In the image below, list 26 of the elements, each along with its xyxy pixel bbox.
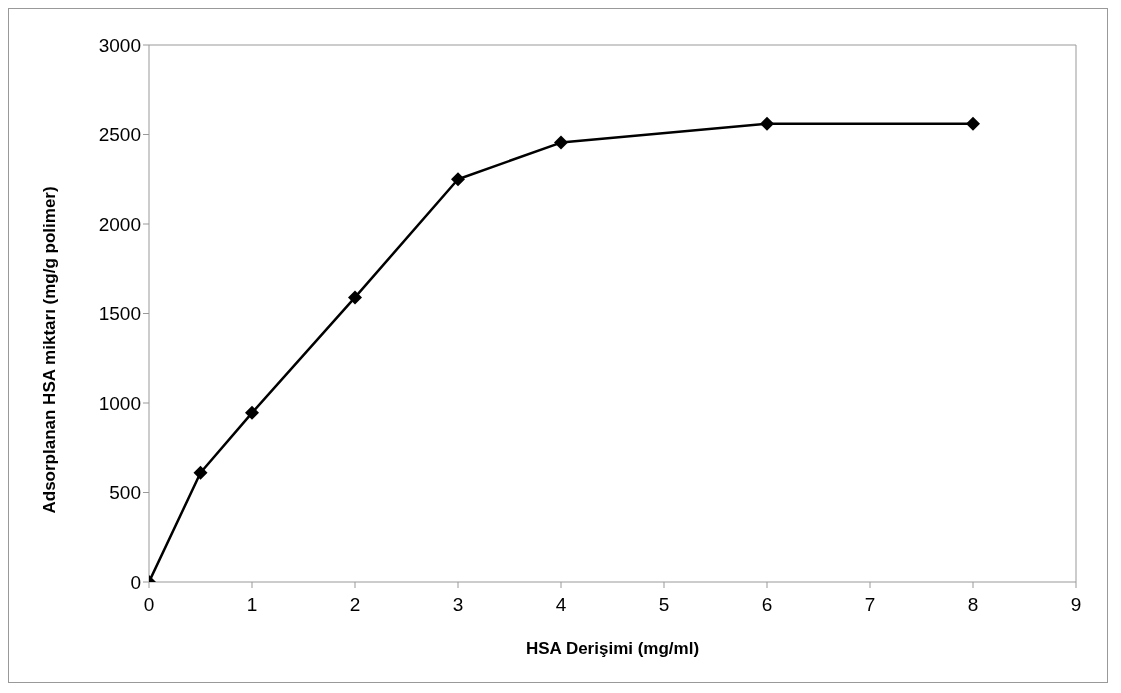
y-axis-title: Adsorplanan HSA miktarı (mg/g polimer): [40, 186, 60, 514]
x-tick-label: 8: [967, 594, 979, 616]
x-axis-title: HSA Derişimi (mg/ml): [525, 639, 700, 658]
point: [554, 135, 568, 150]
x-tick-label: 4: [555, 594, 567, 616]
point: [760, 116, 774, 131]
x-tick-label: 7: [864, 594, 876, 616]
point: [348, 290, 362, 305]
y-tick-label: 1500: [98, 303, 141, 325]
y-tick-label: 2000: [98, 213, 141, 235]
x-tick-label: 9: [1070, 594, 1082, 616]
point: [245, 405, 259, 420]
point: [966, 116, 980, 131]
x-tick-label: 2: [349, 594, 361, 616]
y-tick-label: 3000: [98, 34, 141, 56]
point: [193, 465, 208, 480]
y-tick-label: 1000: [98, 392, 141, 414]
x-tick-label: 0: [143, 594, 155, 616]
x-tick-label: 1: [246, 594, 258, 616]
point: [451, 172, 465, 187]
y-tick-label: 500: [109, 482, 141, 504]
x-tick-label: 3: [452, 594, 464, 616]
x-tick-label: 5: [658, 594, 670, 616]
y-tick-label: 0: [130, 571, 141, 593]
x-tick-label: 6: [761, 594, 773, 616]
y-tick-label: 2500: [98, 124, 141, 146]
